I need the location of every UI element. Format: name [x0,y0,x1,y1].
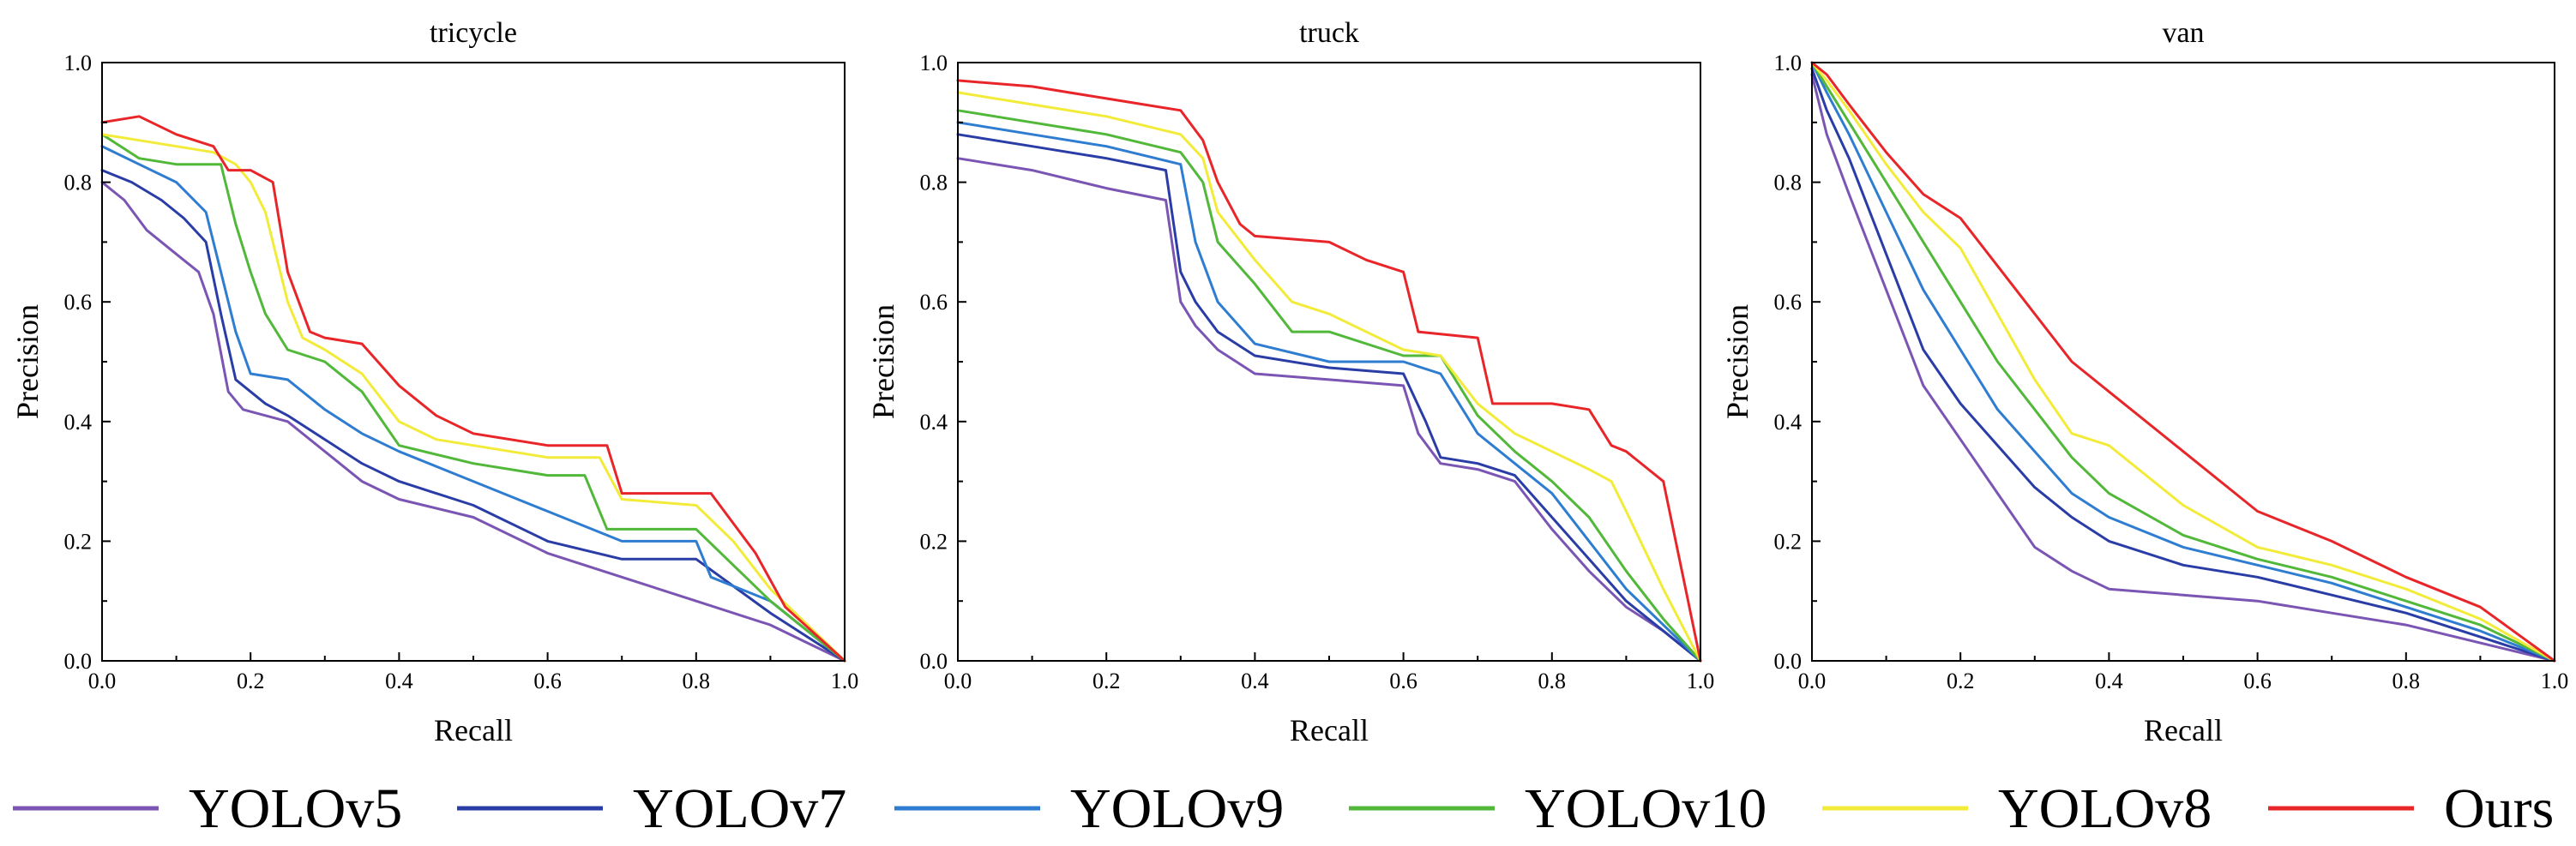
chart-title: van [2162,17,2204,49]
series-line-yolov9 [956,121,1702,663]
series-line-yolov8 [1810,61,2556,663]
chart-title: tricycle [430,17,517,49]
y-tick-label: 1.0 [1774,51,1803,75]
legend-item-yolov5: YOLOv5 [13,777,402,840]
x-tick-label: 0.2 [1947,669,1975,693]
chart-title: truck [1299,17,1359,49]
x-axis-label: Recall [434,713,513,747]
chart-van: van 0.0 0.2 0.4 0.6 0.8 1.0 0.0 0.2 0.4 0.6 0.8 1.0 R… [1720,17,2568,747]
series-line-yolov8 [100,133,846,663]
legend: YOLOv5 YOLOv7 YOLOv9 YOLOv10 YOLOv8 Ours [13,777,2554,840]
y-tick-label: 1.0 [64,51,93,75]
series-line-ours [956,79,1702,663]
y-tick-label: 0.0 [64,649,93,674]
chart-truck: truck 0.0 0.2 0.4 0.6 0.8 1.0 0.0 0.2 0.4 0.6 0.8 1.… [866,17,1714,747]
x-tick-label: 1.0 [2541,669,2569,693]
y-tick-label: 0.8 [1774,171,1803,195]
x-tick-label: 0.2 [1092,669,1121,693]
y-tick-label: 0.0 [1774,649,1803,674]
series-line-yolov5 [100,181,846,663]
y-tick-label: 0.6 [920,290,948,315]
y-tick-label: 0.6 [64,290,93,315]
x-tick-label: 0.4 [385,669,413,693]
y-axis-label: Precision [10,304,45,419]
x-tick-label: 0.4 [2095,669,2123,693]
legend-label: YOLOv5 [189,777,402,840]
y-tick-label: 0.4 [64,410,93,435]
x-tick-label: 0.6 [2243,669,2272,693]
series-line-yolov7 [100,169,846,663]
legend-label: YOLOv10 [1525,777,1766,840]
y-axis-label: Precision [866,304,900,419]
x-tick-label: 0.8 [683,669,711,693]
y-tick-label: 0.0 [920,649,948,674]
series-line-yolov5 [1810,73,2556,663]
x-tick-label: 1.0 [1687,669,1715,693]
plot-frame [1811,62,2555,662]
legend-item-yolov7: YOLOv7 [457,777,846,840]
x-tick-label: 0.8 [2392,669,2421,693]
y-tick-label: 0.4 [1774,410,1803,435]
x-tick-label: 0.2 [237,669,265,693]
y-tick-label: 0.2 [64,529,93,554]
x-tick-label: 0.0 [1798,669,1827,693]
x-tick-label: 0.4 [1241,669,1269,693]
legend-item-yolov9: YOLOv9 [894,777,1284,840]
x-tick-label: 0.8 [1538,669,1567,693]
legend-item-yolov8: YOLOv8 [1822,777,2212,840]
y-tick-label: 0.2 [1774,529,1803,554]
series-line-yolov10 [956,109,1702,663]
x-tick-label: 0.6 [533,669,562,693]
y-tick-label: 0.4 [920,410,948,435]
chart-panels: tricycle 0.0 0.2 0.4 0.6 0.8 1.0 0.0 0.2 0.4 0.6 0.… [10,17,2568,747]
series-line-ours [1810,61,2556,663]
x-axis-label: Recall [2144,713,2223,747]
legend-item-yolov10: YOLOv10 [1349,777,1766,840]
y-axis-label: Precision [1720,304,1754,419]
series-line-yolov7 [956,133,1702,663]
chart-tricycle: tricycle 0.0 0.2 0.4 0.6 0.8 1.0 0.0 0.2 0.4 0.6 0.… [10,17,858,747]
series-line-yolov10 [1810,61,2556,663]
x-axis-label: Recall [1290,713,1369,747]
series-line-yolov5 [956,157,1702,663]
legend-label: YOLOv8 [1998,777,2212,840]
x-tick-label: 0.6 [1389,669,1417,693]
series-line-yolov8 [956,91,1702,663]
series-line-yolov10 [100,133,846,663]
series-line-yolov9 [100,145,846,663]
series-line-ours [100,115,846,663]
y-tick-label: 0.2 [920,529,948,554]
x-tick-label: 1.0 [831,669,859,693]
legend-label: YOLOv9 [1070,777,1284,840]
y-tick-label: 0.8 [64,171,93,195]
series-line-yolov7 [1810,67,2556,663]
x-tick-label: 0.0 [88,669,117,693]
series-line-yolov9 [1810,61,2556,663]
legend-label: YOLOv7 [633,777,846,840]
y-tick-label: 0.6 [1774,290,1803,315]
legend-item-ours: Ours [2268,777,2554,840]
legend-label: Ours [2444,777,2554,840]
y-tick-label: 0.8 [920,171,948,195]
x-tick-label: 0.0 [944,669,972,693]
y-tick-label: 1.0 [920,51,948,75]
